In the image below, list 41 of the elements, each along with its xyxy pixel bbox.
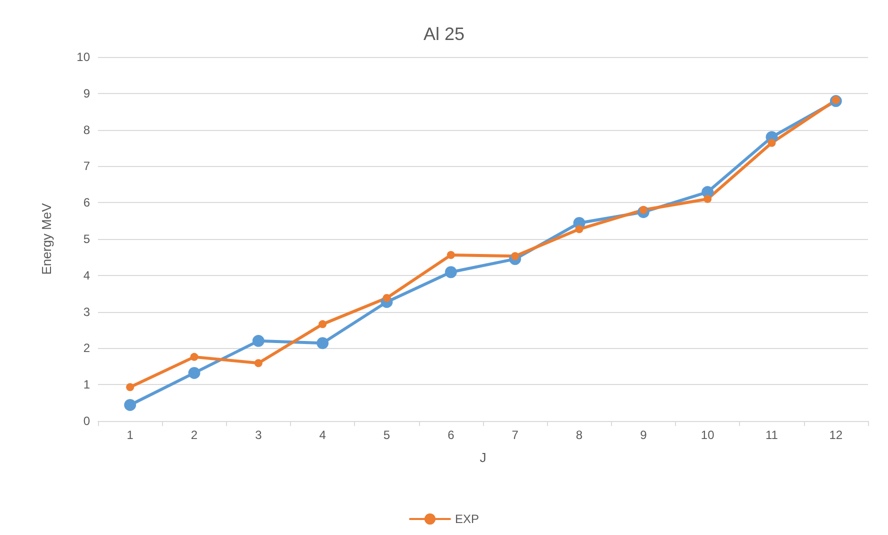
x-axis-title: J xyxy=(480,450,486,465)
x-tick-label: 12 xyxy=(829,428,843,442)
y-tick-label: 7 xyxy=(83,159,90,174)
x-tick-label: 10 xyxy=(700,428,715,442)
x-tick-label: 11 xyxy=(766,428,778,442)
point xyxy=(444,266,457,278)
y-tick-label: 10 xyxy=(76,50,90,64)
point xyxy=(188,366,200,379)
point xyxy=(768,138,776,147)
y-tick-label: 5 xyxy=(83,232,90,246)
x-tick-label: 7 xyxy=(512,428,519,442)
y-tick-label: 6 xyxy=(83,196,90,210)
y-axis-title: Energy MeV xyxy=(39,202,54,275)
y-tick-label: 8 xyxy=(83,122,90,137)
point xyxy=(704,194,712,203)
y-tick-label: 9 xyxy=(83,86,90,100)
point xyxy=(254,359,262,368)
x-tick-label: 6 xyxy=(448,428,455,442)
y-tick-label: 2 xyxy=(83,341,90,356)
point xyxy=(316,337,329,350)
x-tick-label: 9 xyxy=(640,428,648,442)
legend-label: EXP xyxy=(454,512,480,526)
y-tick-label: 1 xyxy=(83,378,90,392)
point xyxy=(382,294,391,302)
point xyxy=(446,251,455,260)
x-tick-label: 5 xyxy=(383,428,390,442)
x-tick-label: 4 xyxy=(319,428,326,442)
y-tick-label: 0 xyxy=(83,414,90,428)
point xyxy=(318,320,327,328)
chart-title: Al 25 xyxy=(423,24,465,44)
point xyxy=(190,352,198,361)
x-tick-label: 2 xyxy=(190,428,198,442)
x-tick-label: 3 xyxy=(255,428,262,442)
x-tick-label: 1 xyxy=(126,428,134,442)
y-tick-label: 4 xyxy=(83,268,90,282)
point xyxy=(126,383,134,392)
point xyxy=(124,398,136,411)
point xyxy=(252,334,264,347)
y-tick-label: 3 xyxy=(83,304,90,319)
point xyxy=(575,225,584,234)
x-tick-label: 8 xyxy=(576,428,583,442)
